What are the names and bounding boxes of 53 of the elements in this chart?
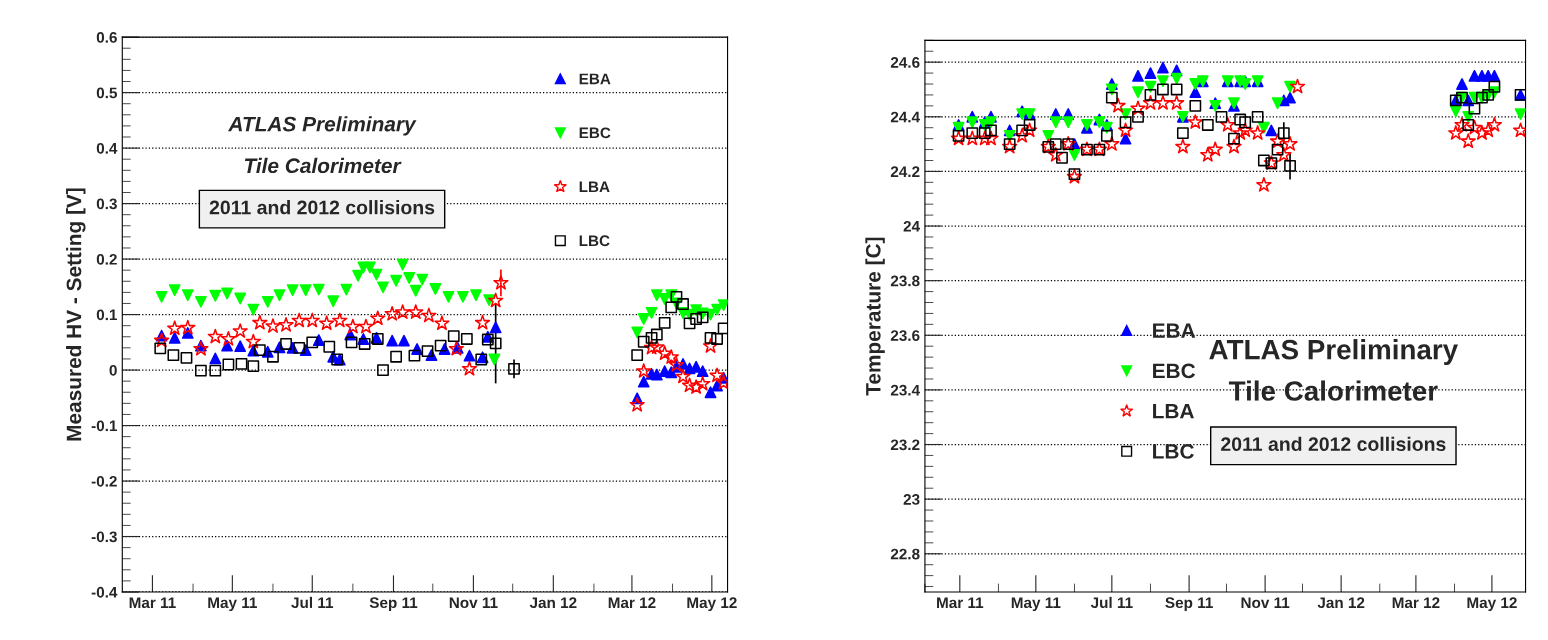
x-tick-label: Jan 12 bbox=[529, 597, 577, 609]
annotation: 2011 and 2012 collisions bbox=[1221, 436, 1446, 452]
legend-label: LBA bbox=[579, 181, 610, 193]
y-tick-label: 0 bbox=[109, 364, 117, 376]
x-tick-label: May 11 bbox=[208, 597, 257, 612]
y-tick-label: 0.4 bbox=[96, 142, 118, 154]
y-tick-label: 0.6 bbox=[96, 31, 117, 43]
y-tick-label: -0.3 bbox=[91, 531, 117, 543]
y-tick-label: 0.5 bbox=[96, 87, 118, 99]
annotation: ATLAS Preliminary bbox=[228, 116, 417, 136]
legend-label: EBC bbox=[579, 127, 611, 139]
x-tick-label: Jul 11 bbox=[291, 596, 334, 609]
y-tick-label: 0.2 bbox=[96, 253, 117, 265]
x-tick-label: Mar 11 bbox=[937, 597, 984, 609]
y-tick-label: 23 bbox=[903, 494, 920, 505]
x-tick-label: Jul 11 bbox=[1090, 596, 1133, 609]
y-tick-label: 24.2 bbox=[890, 166, 920, 177]
y-tick-label: 22.8 bbox=[890, 548, 920, 560]
annotation: 2011 and 2012 collisions bbox=[209, 200, 435, 215]
legend-label: LBA bbox=[1153, 404, 1194, 419]
y-tick-label: 24 bbox=[903, 220, 920, 232]
annotation: Tile Calorimeter bbox=[244, 157, 402, 174]
x-tick-label: May 11 bbox=[1011, 597, 1061, 612]
x-tick-label: Mar 11 bbox=[129, 597, 176, 609]
legend-label: LBC bbox=[1153, 444, 1194, 459]
x-tick-label: Sep 11 bbox=[1165, 597, 1213, 612]
legend-label: EBA bbox=[1153, 323, 1196, 338]
y-tick-label: -0.2 bbox=[91, 475, 117, 487]
x-tick-label: Sep 11 bbox=[369, 597, 418, 612]
legend-label: EBC bbox=[1153, 363, 1196, 379]
x-tick-label: May 12 bbox=[1467, 597, 1517, 612]
y-tick-label: 23.2 bbox=[890, 439, 920, 451]
y-tick-label: -0.4 bbox=[91, 586, 118, 598]
legend-label: LBC bbox=[579, 235, 610, 247]
y-tick-label: 24.4 bbox=[890, 111, 920, 123]
y-tick-label: 23.6 bbox=[890, 330, 920, 341]
y-tick-label: 23.4 bbox=[890, 384, 920, 396]
y-tick-label: 23.8 bbox=[890, 275, 920, 287]
y-tick-label: 0.1 bbox=[96, 309, 118, 321]
x-tick-label: Mar 12 bbox=[608, 597, 656, 609]
x-tick-label: Mar 12 bbox=[1392, 597, 1440, 609]
legend-label: EBA bbox=[579, 73, 611, 85]
x-tick-label: May 12 bbox=[687, 597, 737, 612]
y-tick-label: 0.3 bbox=[96, 198, 117, 210]
y-axis-title: Temperature [C] bbox=[865, 237, 885, 396]
x-tick-label: Nov 11 bbox=[1241, 597, 1290, 609]
y-axis-title: Measured HV - Setting [V] bbox=[66, 188, 86, 441]
y-tick-label: 24.6 bbox=[890, 57, 920, 68]
y-tick-label: -0.1 bbox=[91, 420, 118, 432]
x-tick-label: Jan 12 bbox=[1317, 597, 1365, 609]
x-tick-label: Nov 11 bbox=[449, 597, 498, 609]
annotation: Tile Calorimeter bbox=[1228, 380, 1438, 401]
annotation: ATLAS Preliminary bbox=[1209, 339, 1458, 365]
